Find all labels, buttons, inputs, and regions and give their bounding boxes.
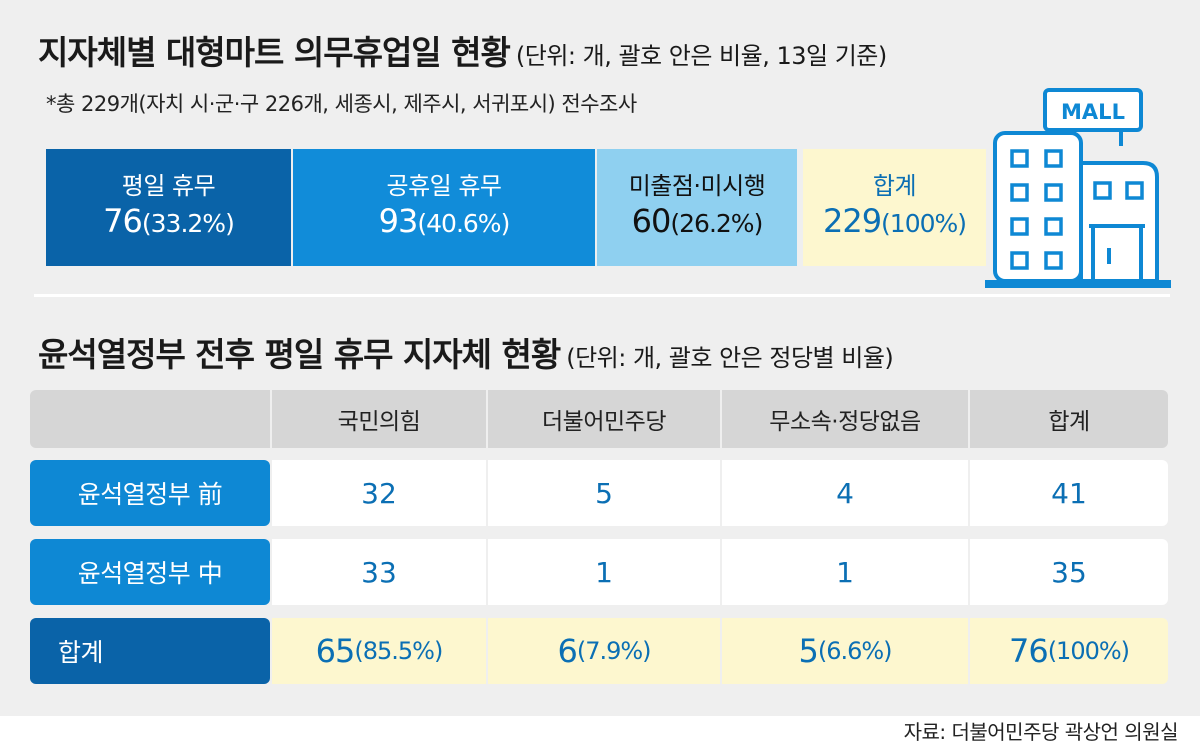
table-header-cell: 국민의힘 bbox=[272, 390, 486, 448]
total-number: 65 bbox=[315, 632, 356, 670]
table-total-cell: 76 (100%) bbox=[970, 618, 1168, 684]
chart-title-text: 지자체별 대형마트 의무휴업일 현황 bbox=[38, 33, 511, 72]
summary-value: 229(100%) bbox=[822, 201, 967, 244]
table-title: 윤석열정부 전후 평일 휴무 지자체 현황 (단위: 개, 괄호 안은 정당별 비… bbox=[38, 328, 894, 376]
table-row-label: 윤석열정부 中 bbox=[30, 539, 270, 605]
survey-note: *총 229개(자치 시·군·구 226개, 세종시, 제주시, 서귀포시) 전… bbox=[46, 92, 637, 116]
summary-number: 229 bbox=[822, 202, 882, 240]
table-cell: 1 bbox=[488, 539, 720, 605]
infographic-panel: 지자체별 대형마트 의무휴업일 현황 (단위: 개, 괄호 안은 비율, 13일 … bbox=[0, 0, 1200, 716]
total-number: 5 bbox=[798, 632, 818, 670]
table-total-cell: 6 (7.9%) bbox=[488, 618, 720, 684]
mall-sign-text: MALL bbox=[1061, 100, 1125, 124]
table-cell: 33 bbox=[272, 539, 486, 605]
table-row-label: 윤석열정부 前 bbox=[30, 460, 270, 526]
summary-percent: (40.6%) bbox=[417, 209, 510, 238]
summary-box-total: 합계 229(100%) bbox=[803, 149, 986, 266]
table-title-unit: (단위: 개, 괄호 안은 정당별 비율) bbox=[566, 344, 894, 372]
table-total-label: 합계 bbox=[30, 618, 270, 684]
total-percent: (100%) bbox=[1047, 637, 1130, 665]
table-header-cell: 무소속·정당없음 bbox=[722, 390, 968, 448]
source-credit: 자료: 더불어민주당 곽상언 의원실 bbox=[903, 720, 1179, 744]
total-number: 76 bbox=[1008, 632, 1049, 670]
table-header-corner bbox=[30, 390, 270, 448]
chart-title-unit: (단위: 개, 괄호 안은 비율, 13일 기준) bbox=[515, 42, 887, 70]
summary-percent: (33.2%) bbox=[141, 209, 235, 238]
table-title-text: 윤석열정부 전후 평일 휴무 지자체 현황 bbox=[38, 335, 561, 374]
total-percent: (6.6%) bbox=[817, 637, 893, 665]
table-cell: 32 bbox=[272, 460, 486, 526]
summary-number: 93 bbox=[378, 202, 419, 240]
summary-label: 공휴일 휴무 bbox=[386, 172, 502, 200]
summary-number: 60 bbox=[631, 202, 672, 240]
table-header-cell: 합계 bbox=[970, 390, 1168, 448]
summary-percent: (100%) bbox=[881, 209, 967, 238]
total-number: 6 bbox=[557, 632, 577, 670]
total-percent: (85.5%) bbox=[354, 637, 443, 665]
summary-number: 76 bbox=[103, 202, 143, 240]
total-percent: (7.9%) bbox=[576, 637, 652, 665]
summary-label: 합계 bbox=[872, 172, 917, 200]
table-cell: 41 bbox=[970, 460, 1168, 526]
summary-label: 평일 휴무 bbox=[121, 172, 216, 200]
summary-percent: (26.2%) bbox=[670, 209, 763, 238]
table-total-cell: 65 (85.5%) bbox=[272, 618, 486, 684]
summary-value: 76(33.2%) bbox=[103, 201, 235, 244]
summary-box-none: 미출점·미시행 60(26.2%) bbox=[597, 149, 797, 266]
table-cell: 5 bbox=[488, 460, 720, 526]
table-cell: 1 bbox=[722, 539, 968, 605]
table-cell: 35 bbox=[970, 539, 1168, 605]
chart-title: 지자체별 대형마트 의무휴업일 현황 (단위: 개, 괄호 안은 비율, 13일 … bbox=[38, 26, 887, 74]
table-header-cell: 더불어민주당 bbox=[488, 390, 720, 448]
section-divider bbox=[34, 294, 1170, 297]
table-total-cell: 5 (6.6%) bbox=[722, 618, 968, 684]
summary-label: 미출점·미시행 bbox=[628, 172, 766, 200]
summary-value: 60(26.2%) bbox=[631, 201, 764, 244]
summary-box-holiday: 공휴일 휴무 93(40.6%) bbox=[293, 149, 595, 266]
mall-building-icon: MALL bbox=[985, 88, 1171, 288]
summary-value: 93(40.6%) bbox=[378, 201, 511, 244]
table-cell: 4 bbox=[722, 460, 968, 526]
summary-box-weekday: 평일 휴무 76(33.2%) bbox=[46, 149, 291, 266]
